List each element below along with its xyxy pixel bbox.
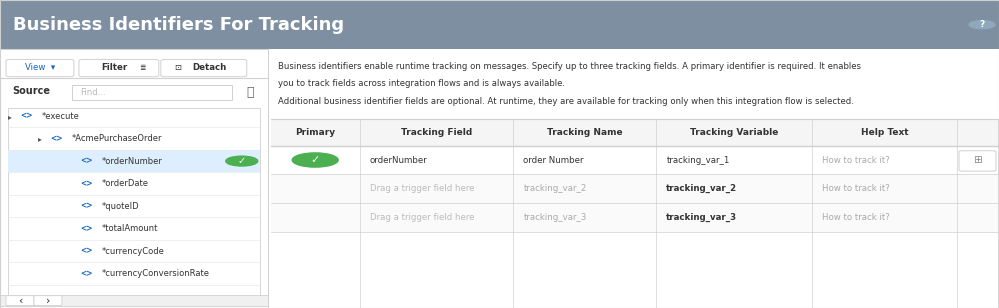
FancyBboxPatch shape	[34, 296, 62, 306]
Bar	[0, 295, 268, 306]
Text: ▸: ▸	[8, 111, 12, 121]
Text: ≣: ≣	[139, 63, 145, 72]
Text: <>: <>	[50, 134, 63, 143]
Text: <>: <>	[80, 179, 93, 188]
Text: *currencyCode: *currencyCode	[102, 246, 165, 256]
Text: <>: <>	[80, 246, 93, 256]
Text: Help Text: Help Text	[861, 128, 908, 137]
Text: ⊡: ⊡	[174, 63, 181, 72]
Text: Filter: Filter	[101, 63, 127, 72]
Text: Detach: Detach	[193, 63, 227, 72]
Text: *execute: *execute	[42, 111, 80, 121]
Bar	[8, 108, 260, 296]
Circle shape	[293, 153, 338, 167]
Text: Tracking Field: Tracking Field	[401, 128, 473, 137]
Bar	[8, 150, 260, 172]
Text: orderNumber: orderNumber	[370, 156, 428, 164]
Text: you to track fields across integration flows and is always available.: you to track fields across integration f…	[278, 79, 564, 87]
Text: Primary: Primary	[295, 128, 336, 137]
Text: *totalAmount: *totalAmount	[102, 224, 158, 233]
Text: Tracking Name: Tracking Name	[547, 128, 622, 137]
Text: <>: <>	[80, 269, 93, 278]
Text: tracking_var_2: tracking_var_2	[523, 184, 586, 193]
Text: <>: <>	[20, 111, 33, 121]
FancyBboxPatch shape	[6, 296, 34, 306]
Text: tracking_var_3: tracking_var_3	[666, 213, 737, 222]
Text: Drag a trigger field here: Drag a trigger field here	[370, 213, 475, 222]
Text: *orderDate: *orderDate	[102, 179, 149, 188]
Bar	[271, 203, 998, 232]
Text: *orderNumber: *orderNumber	[102, 156, 163, 166]
Text: ▸: ▸	[38, 134, 42, 143]
Text: ›: ›	[46, 296, 50, 306]
Text: Business Identifiers For Tracking: Business Identifiers For Tracking	[13, 16, 344, 34]
Text: <>: <>	[80, 224, 93, 233]
Text: tracking_var_1: tracking_var_1	[666, 156, 729, 164]
Text: Source: Source	[12, 86, 50, 96]
Text: Drag a trigger field here: Drag a trigger field here	[370, 184, 475, 193]
Text: ?: ?	[979, 20, 985, 29]
Bar	[72, 85, 232, 100]
Text: How to track it?: How to track it?	[822, 213, 890, 222]
Text: order Number: order Number	[523, 156, 584, 164]
Text: ⌕: ⌕	[246, 86, 254, 99]
Text: *quoteID: *quoteID	[102, 201, 140, 211]
Text: tracking_var_2: tracking_var_2	[666, 184, 737, 193]
Bar	[0, 49, 999, 308]
Circle shape	[226, 156, 258, 166]
Text: ✓: ✓	[311, 155, 320, 165]
Text: <>: <>	[80, 201, 93, 211]
FancyBboxPatch shape	[79, 59, 159, 77]
Text: Business identifiers enable runtime tracking on messages. Specify up to three tr: Business identifiers enable runtime trac…	[278, 62, 861, 71]
FancyBboxPatch shape	[959, 151, 996, 171]
FancyBboxPatch shape	[161, 59, 247, 77]
Circle shape	[969, 21, 995, 29]
Text: tracking_var_3: tracking_var_3	[523, 213, 586, 222]
FancyBboxPatch shape	[6, 59, 74, 77]
Text: <>: <>	[80, 156, 93, 166]
Text: Tracking Variable: Tracking Variable	[690, 128, 778, 137]
Bar	[271, 119, 998, 146]
Bar	[0, 0, 999, 49]
Text: ⊞: ⊞	[973, 155, 982, 165]
Text: Additional business identifier fields are optional. At runtime, they are availab: Additional business identifier fields ar…	[278, 97, 853, 106]
Bar	[271, 174, 998, 203]
Text: ‹: ‹	[18, 296, 22, 306]
Text: Find...: Find...	[80, 87, 106, 97]
Text: View  ▾: View ▾	[25, 63, 55, 72]
Text: *AcmePurchaseOrder: *AcmePurchaseOrder	[72, 134, 163, 143]
Bar	[0, 49, 268, 308]
Text: How to track it?: How to track it?	[822, 184, 890, 193]
Text: ✓: ✓	[238, 156, 246, 166]
Text: *currencyConversionRate: *currencyConversionRate	[102, 269, 210, 278]
Bar	[271, 146, 998, 174]
Text: How to track it?: How to track it?	[822, 156, 890, 164]
